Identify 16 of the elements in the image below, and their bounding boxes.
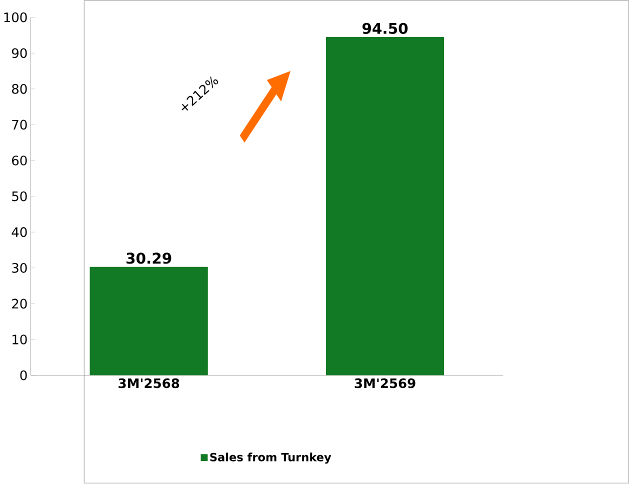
data-label: 30.29 <box>126 252 172 264</box>
y-tick-label: 20 <box>12 298 27 309</box>
y-tick-label: 80 <box>12 84 27 94</box>
legend-label: Sales from Turnkey <box>210 452 332 464</box>
y-tick-label: 10 <box>12 334 27 345</box>
data-label: 94.50 <box>362 23 408 34</box>
y-tick-label: 90 <box>12 48 27 58</box>
y-tick-label: 100 <box>4 12 27 22</box>
y-tick-label: 50 <box>12 192 27 202</box>
y-tick-label: 40 <box>12 227 27 238</box>
x-tick-label: 3M'2569 <box>354 378 416 388</box>
y-tick-label: 30 <box>12 263 27 274</box>
y-tick-label: 60 <box>12 156 27 166</box>
x-tick-label: 3M'2568 <box>118 378 180 388</box>
y-tick-label: 0 <box>20 370 27 380</box>
y-tick-label: 70 <box>12 120 27 130</box>
